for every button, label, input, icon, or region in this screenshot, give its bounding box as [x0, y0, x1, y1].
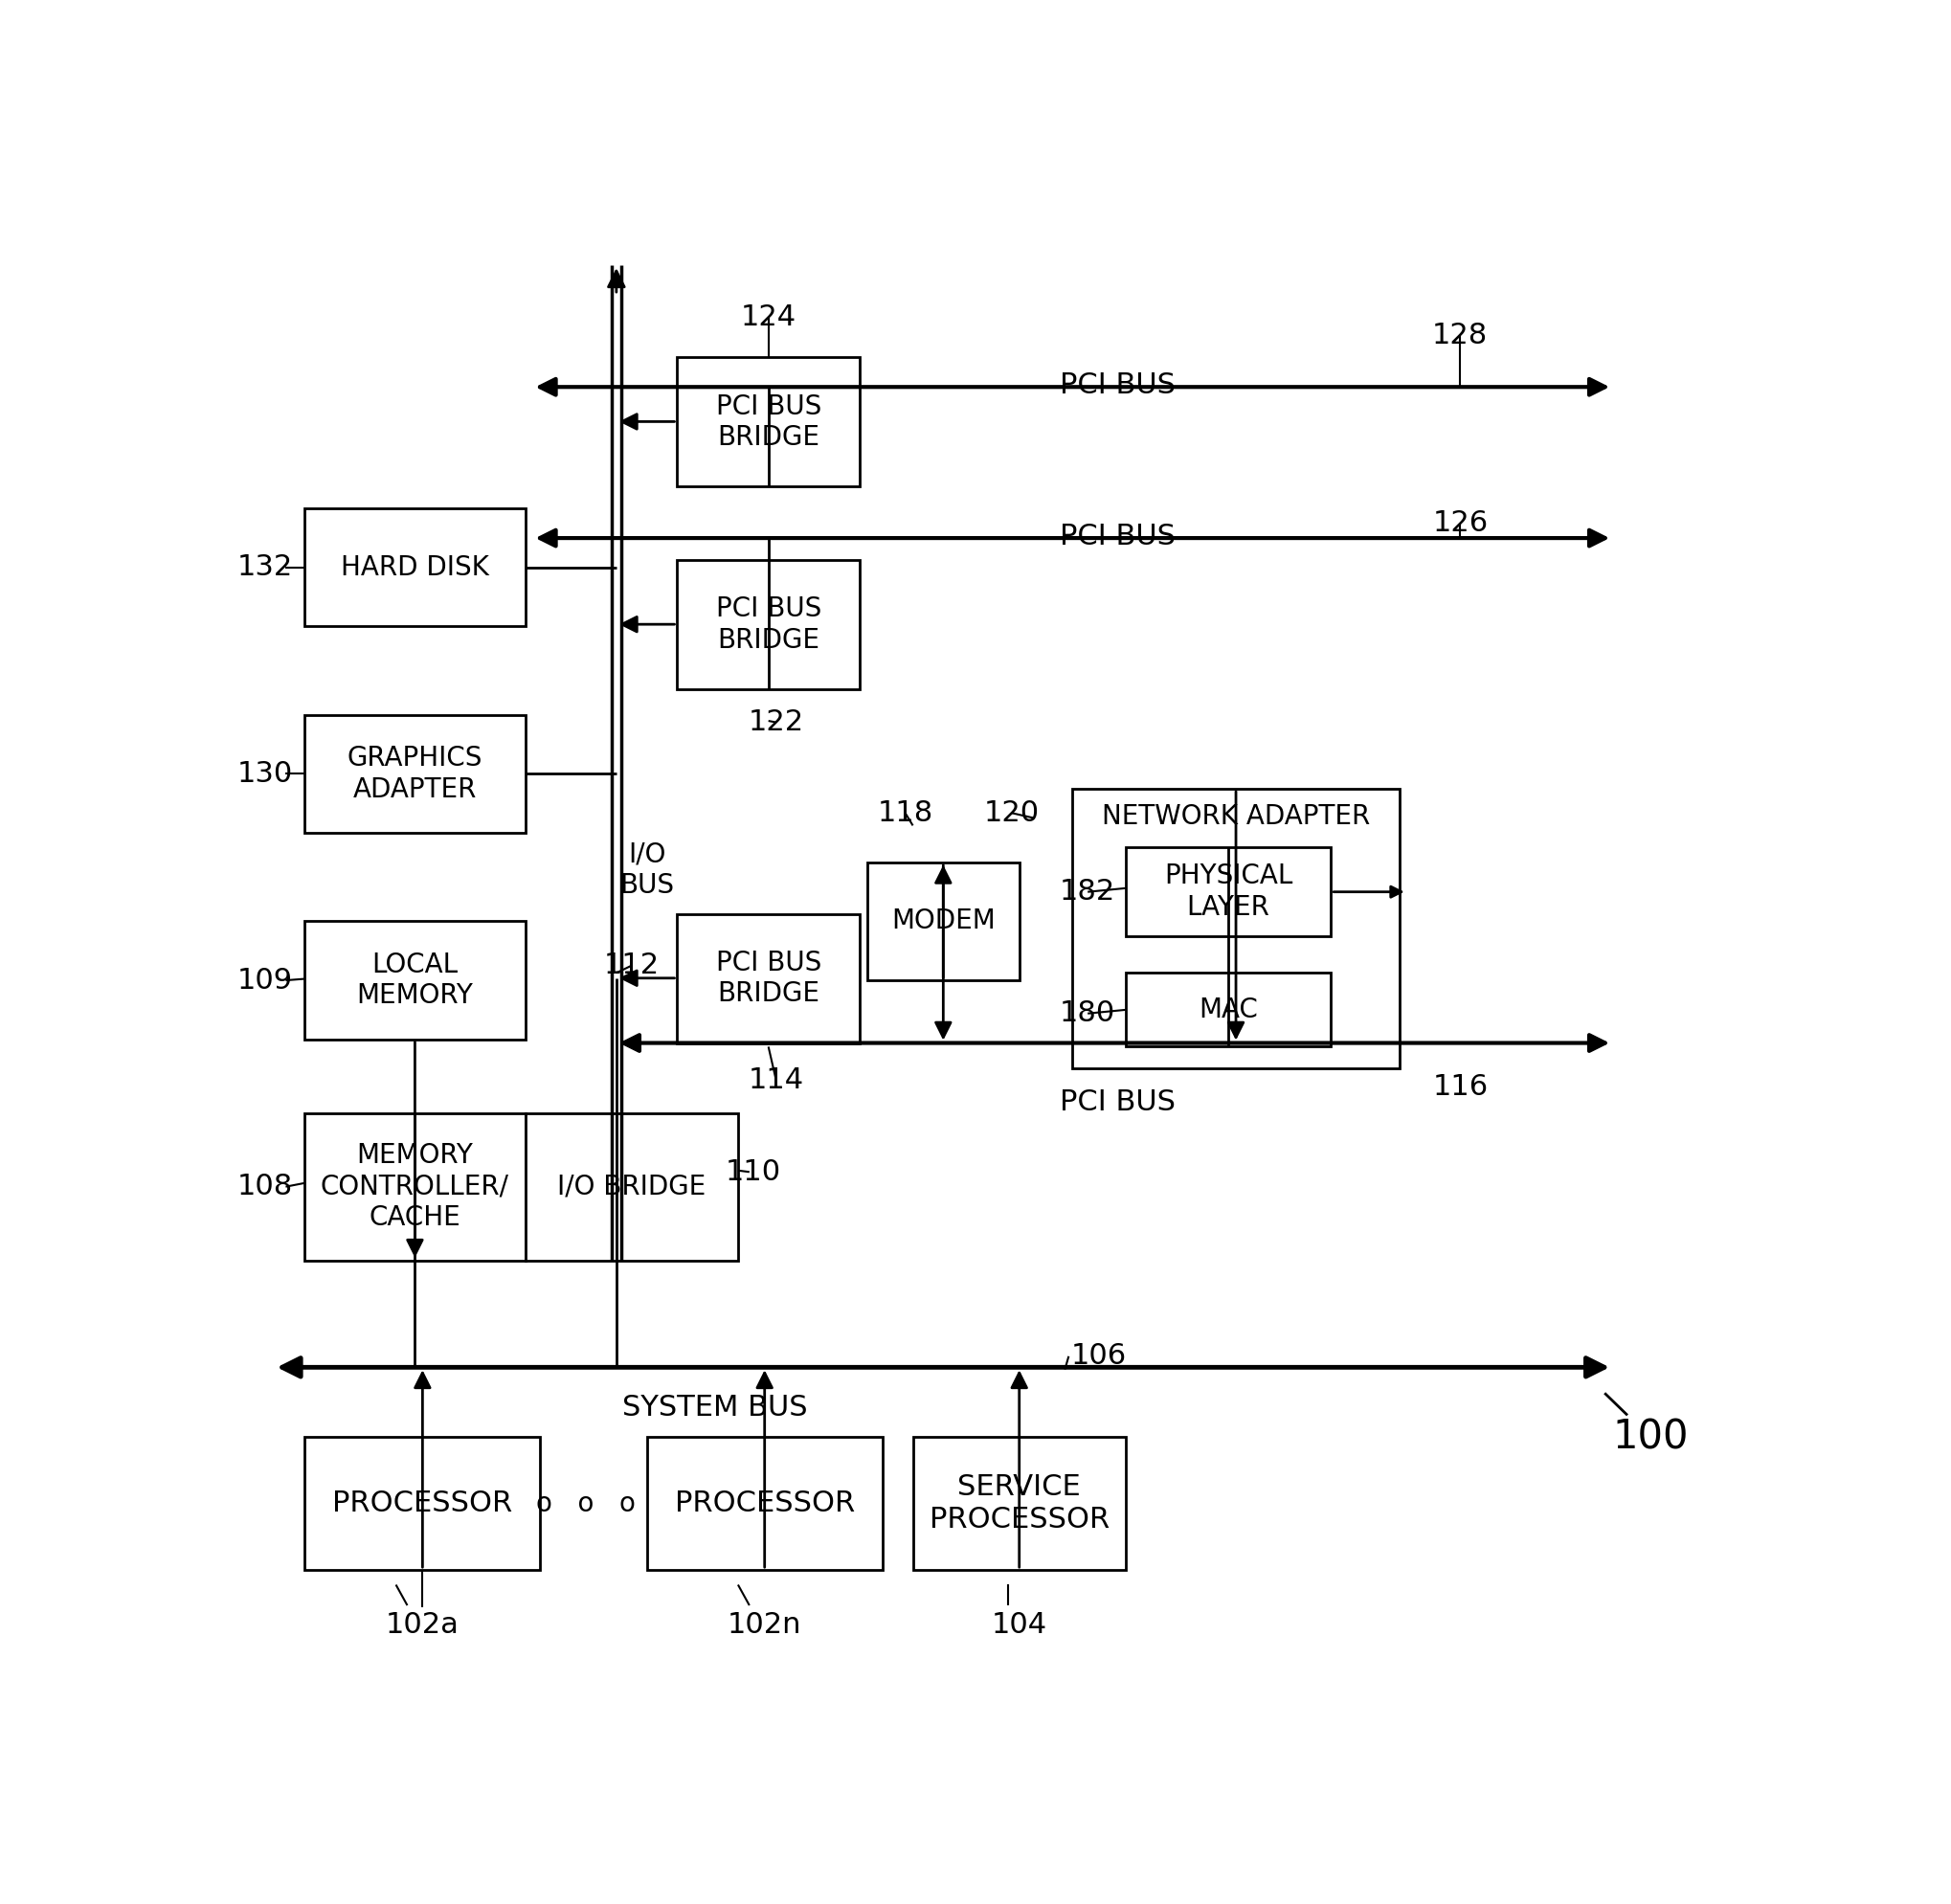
Bar	[677, 560, 860, 689]
Text: 132: 132	[238, 554, 293, 581]
Bar	[304, 1114, 525, 1260]
Text: PCI BUS: PCI BUS	[1059, 371, 1176, 400]
Text: 128: 128	[1432, 322, 1489, 348]
Text: PCI BUS
BRIDGE: PCI BUS BRIDGE	[716, 596, 821, 653]
Text: MEMORY
CONTROLLER/
CACHE: MEMORY CONTROLLER/ CACHE	[320, 1142, 509, 1232]
Text: SERVICE
PROCESSOR: SERVICE PROCESSOR	[929, 1474, 1110, 1533]
Bar	[677, 358, 860, 486]
Text: 116: 116	[1432, 1074, 1489, 1101]
Text: 102a: 102a	[386, 1611, 458, 1639]
Bar	[1126, 973, 1331, 1047]
Text: NETWORK ADAPTER: NETWORK ADAPTER	[1102, 803, 1370, 830]
Text: HARD DISK: HARD DISK	[341, 554, 490, 581]
Text: LOCAL
MEMORY: LOCAL MEMORY	[357, 952, 474, 1009]
Text: MODEM: MODEM	[892, 908, 995, 935]
Bar	[1073, 788, 1399, 1068]
Text: GRAPHICS
ADAPTER: GRAPHICS ADAPTER	[347, 744, 482, 803]
Text: 114: 114	[747, 1066, 804, 1093]
Text: 109: 109	[238, 967, 293, 994]
Text: PCI BUS
BRIDGE: PCI BUS BRIDGE	[716, 392, 821, 451]
Text: 130: 130	[238, 760, 293, 788]
Text: 112: 112	[603, 952, 659, 979]
Text: MAC: MAC	[1198, 996, 1258, 1022]
Text: SYSTEM BUS: SYSTEM BUS	[622, 1394, 808, 1422]
Text: 110: 110	[726, 1158, 780, 1186]
Text: PROCESSOR: PROCESSOR	[675, 1489, 855, 1517]
Text: 180: 180	[1059, 1000, 1116, 1028]
Bar	[304, 1438, 540, 1571]
Text: 182: 182	[1059, 878, 1116, 906]
Text: PHYSICAL
LAYER: PHYSICAL LAYER	[1165, 863, 1294, 922]
Bar	[913, 1438, 1126, 1571]
Text: 106: 106	[1071, 1342, 1128, 1371]
Bar	[868, 863, 1018, 981]
Text: 100: 100	[1612, 1417, 1688, 1457]
Text: 120: 120	[983, 800, 1040, 826]
Text: I/O
BUS: I/O BUS	[620, 842, 673, 899]
Bar	[1126, 847, 1331, 937]
Bar	[648, 1438, 882, 1571]
Bar	[304, 508, 525, 626]
Bar	[304, 716, 525, 832]
Text: 102n: 102n	[728, 1611, 802, 1639]
Bar	[525, 1114, 737, 1260]
Text: PCI BUS: PCI BUS	[1059, 1087, 1176, 1116]
Text: PCI BUS: PCI BUS	[1059, 524, 1176, 550]
Text: o   o   o: o o o	[537, 1491, 636, 1517]
Text: 108: 108	[238, 1173, 293, 1201]
Bar	[677, 914, 860, 1043]
Text: 124: 124	[741, 303, 796, 331]
Text: PCI BUS
BRIDGE: PCI BUS BRIDGE	[716, 950, 821, 1007]
Bar	[304, 922, 525, 1040]
Text: 126: 126	[1432, 510, 1489, 537]
Text: I/O BRIDGE: I/O BRIDGE	[558, 1173, 706, 1200]
Text: PROCESSOR: PROCESSOR	[332, 1489, 513, 1517]
Text: 118: 118	[878, 800, 933, 826]
Text: 122: 122	[747, 708, 804, 737]
Text: 104: 104	[991, 1611, 1048, 1639]
